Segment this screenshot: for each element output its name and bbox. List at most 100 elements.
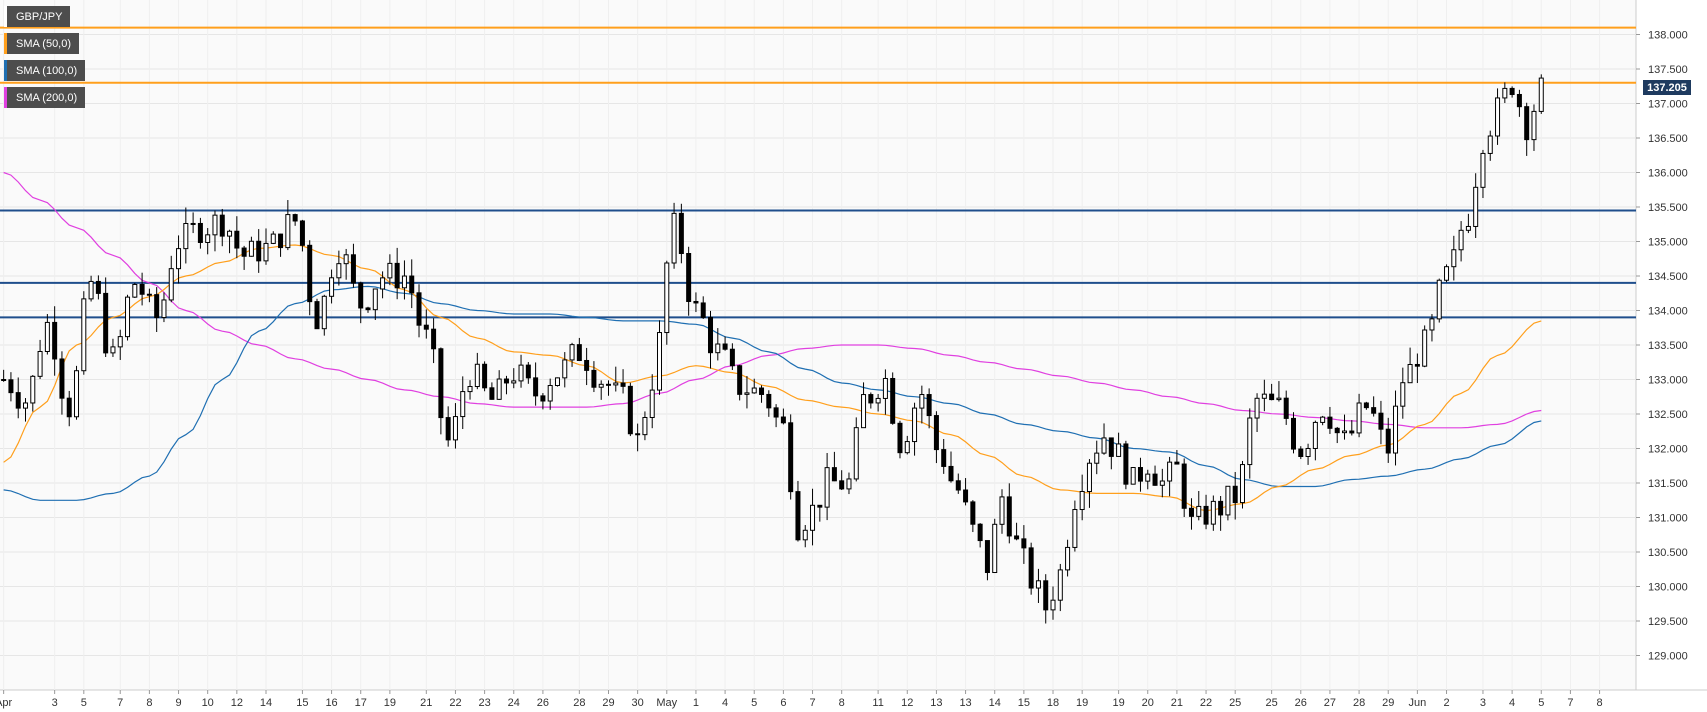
candle-body xyxy=(788,422,794,493)
y-tick-label: 129.000 xyxy=(1648,651,1688,663)
candle-body xyxy=(831,467,837,482)
x-tick-label: 28 xyxy=(1353,697,1365,709)
candle-body xyxy=(1334,427,1340,434)
legend-item-sma-50[interactable]: SMA (50,0) xyxy=(4,33,80,54)
candle-body xyxy=(1495,97,1501,137)
candle-body xyxy=(1014,535,1020,540)
candle-body xyxy=(1342,430,1348,434)
x-tick-label: 8 xyxy=(146,697,152,709)
candle-body xyxy=(576,344,582,361)
candle-body xyxy=(1050,599,1056,611)
legend-item-sma-100[interactable]: SMA (100,0) xyxy=(4,60,86,81)
candle-body xyxy=(343,254,349,265)
candle-body xyxy=(219,214,225,237)
candle-body xyxy=(358,282,364,309)
candle-body xyxy=(795,491,801,541)
candle-body xyxy=(737,365,743,395)
candle-body xyxy=(1516,93,1522,108)
legend-label: SMA (50,0) xyxy=(16,37,72,50)
candle-body xyxy=(1218,500,1224,516)
y-tick-label: 137.000 xyxy=(1648,99,1688,111)
candle-body xyxy=(190,222,196,225)
y-tick-label: 132.000 xyxy=(1648,444,1688,456)
candle-body xyxy=(467,386,473,393)
candle-body xyxy=(729,348,735,367)
candle-body xyxy=(1254,397,1260,419)
candle-body xyxy=(1159,480,1165,486)
y-tick-label: 132.500 xyxy=(1648,409,1688,421)
candle-body xyxy=(372,288,378,311)
candle-body xyxy=(1086,462,1092,493)
x-tick-label: Apr xyxy=(0,697,13,709)
legend-item-gbpjpy[interactable]: GBP/JPY xyxy=(4,6,71,27)
candle-body xyxy=(205,234,211,243)
candle-body xyxy=(1298,448,1304,457)
candle-body xyxy=(1327,416,1333,429)
candle-body xyxy=(1021,538,1027,549)
candle-body xyxy=(1524,106,1530,141)
candle-body xyxy=(183,223,189,250)
candle-body xyxy=(452,416,458,441)
gridlines xyxy=(0,0,1636,690)
candle-body xyxy=(445,417,451,441)
candle-body xyxy=(154,294,160,319)
candle-body xyxy=(1480,152,1486,188)
candle-body xyxy=(474,363,480,388)
candle-body xyxy=(1371,407,1377,414)
candle-body xyxy=(941,449,947,467)
x-tick-label: 29 xyxy=(602,697,614,709)
candle-body xyxy=(751,387,757,394)
candle-body xyxy=(759,387,765,395)
candle-body xyxy=(81,298,87,372)
candle-body xyxy=(635,433,641,436)
x-tick-label: 27 xyxy=(1324,697,1336,709)
candle-body xyxy=(416,292,422,326)
candle-body xyxy=(146,293,152,296)
candle-body xyxy=(926,394,932,417)
candle-body xyxy=(933,415,939,451)
x-tick-label: 9 xyxy=(175,697,181,709)
candle-body xyxy=(1072,509,1078,548)
candle-body xyxy=(299,220,305,246)
x-tick-label: 7 xyxy=(809,697,815,709)
candle-body xyxy=(248,240,254,257)
candle-body xyxy=(234,230,240,249)
x-tick-label: 13 xyxy=(930,697,942,709)
candle-body xyxy=(1057,569,1063,601)
legend-item-sma-200[interactable]: SMA (200,0) xyxy=(4,87,86,108)
candle-body xyxy=(212,214,218,236)
x-tick-label: 26 xyxy=(1295,697,1307,709)
x-tick-label: 4 xyxy=(722,697,728,709)
candle-body xyxy=(1043,580,1049,611)
candle-body xyxy=(678,212,684,255)
candles xyxy=(1,74,1544,624)
x-tick-label: 25 xyxy=(1266,697,1278,709)
candle-body xyxy=(853,427,859,480)
candle-body xyxy=(23,402,29,409)
candle-body xyxy=(1079,491,1085,511)
candle-body xyxy=(912,407,918,443)
candle-body xyxy=(278,233,284,249)
candle-body xyxy=(1414,363,1420,367)
x-tick-label: 5 xyxy=(81,697,87,709)
candle-body xyxy=(1305,447,1311,457)
y-tick-label: 138.000 xyxy=(1648,30,1688,42)
x-tick-label: 5 xyxy=(1538,697,1544,709)
candle-body xyxy=(1239,464,1245,504)
candle-body xyxy=(955,480,961,491)
candle-body xyxy=(1451,249,1457,268)
candle-body xyxy=(970,501,976,525)
x-tick-label: 23 xyxy=(478,697,490,709)
x-tick-label: 29 xyxy=(1382,697,1394,709)
candle-body xyxy=(547,385,553,402)
x-tick-label: 16 xyxy=(325,697,337,709)
candle-body xyxy=(1167,461,1173,482)
candle-body xyxy=(1145,473,1151,482)
candle-body xyxy=(518,364,524,382)
candle-body xyxy=(897,422,903,454)
candle-body xyxy=(329,277,335,297)
y-tick-label: 130.000 xyxy=(1648,582,1688,594)
x-tick-label: 22 xyxy=(1200,697,1212,709)
candle-body xyxy=(999,496,1005,525)
candle-body xyxy=(1473,186,1479,227)
